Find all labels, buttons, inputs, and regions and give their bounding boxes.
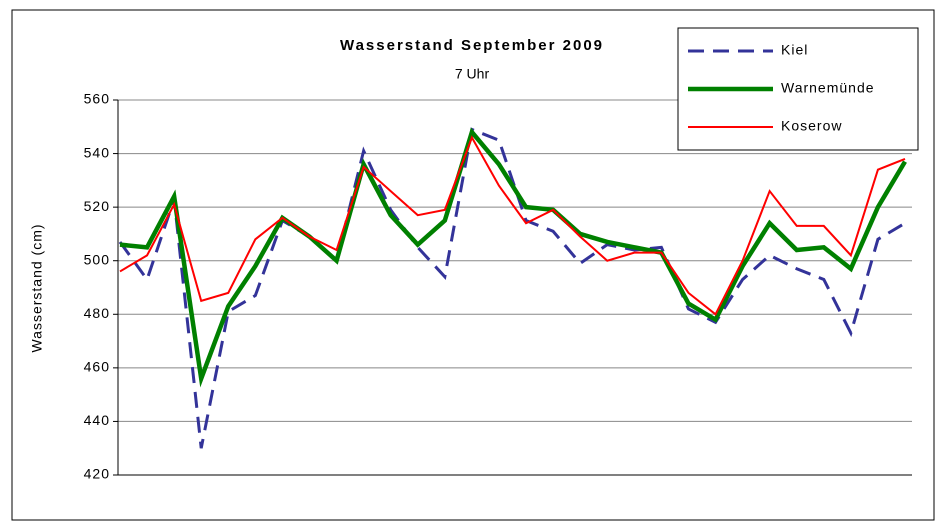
y-tick-label: 460: [84, 359, 110, 375]
y-tick-label: 440: [84, 412, 110, 428]
y-tick-label: 500: [84, 251, 110, 267]
legend-label: Koserow: [781, 118, 842, 134]
chart-title: Wasserstand September 2009: [340, 37, 604, 54]
y-tick-label: 560: [84, 91, 110, 107]
y-tick-label: 420: [84, 466, 110, 482]
y-tick-label: 540: [84, 144, 110, 160]
legend-label: Kiel: [781, 42, 808, 58]
legend-label: Warnemünde: [781, 80, 875, 96]
chart-subtitle: 7 Uhr: [455, 66, 490, 82]
y-axis-label: Wasserstand (cm): [29, 223, 45, 352]
line-series: [119, 127, 907, 388]
y-tick-label: 520: [84, 198, 110, 214]
y-tick-label: 480: [84, 305, 110, 321]
line-series: [118, 127, 906, 449]
line-series: [119, 135, 906, 316]
